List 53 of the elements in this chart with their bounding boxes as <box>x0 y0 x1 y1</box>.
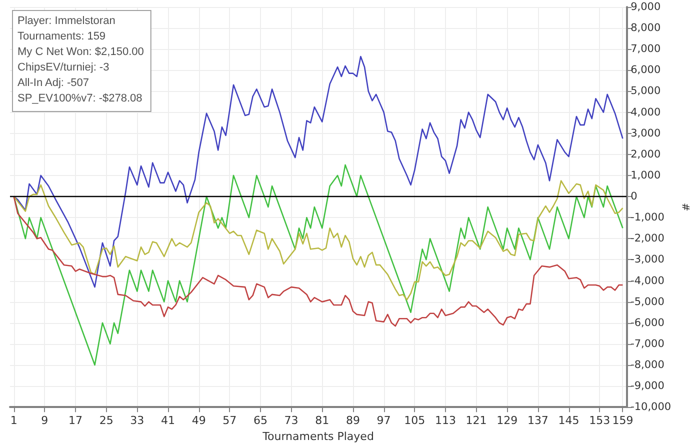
x-tick-label: 89 <box>346 414 360 428</box>
y-tick-label: -4,000 <box>630 274 664 287</box>
x-tick-label: 153 <box>589 414 610 428</box>
x-tick-label: 57 <box>222 414 237 428</box>
y-tick-label: 6,000 <box>630 64 661 76</box>
y-tick-label: 1,000 <box>630 169 661 182</box>
y-axis-title: # <box>682 202 692 212</box>
line-series <box>13 56 624 288</box>
x-tick-label: 9 <box>41 414 48 428</box>
x-tick-label: 41 <box>160 414 175 428</box>
y-tick-label: -3,000 <box>630 254 664 266</box>
line-series <box>13 164 624 366</box>
y-tick-label: 2,000 <box>630 148 661 160</box>
x-tick-label: 113 <box>434 414 456 428</box>
x-tick-label: 49 <box>192 414 206 428</box>
annotation: SP_EV100%v7: -$278.08 <box>18 92 142 104</box>
annotation: All-In Adj: -507 <box>18 77 90 89</box>
y-tick-label: -2,000 <box>630 232 664 245</box>
y-tick-label: -6,000 <box>630 316 664 329</box>
y-tick-label: 5,000 <box>630 85 661 98</box>
y-tick-label: 9,000 <box>630 1 661 13</box>
y-tick-label: -7,000 <box>630 338 664 350</box>
x-tick-label: 17 <box>68 414 83 428</box>
x-tick-label: 81 <box>315 414 330 428</box>
x-tick-label: 73 <box>284 414 298 428</box>
x-tick-label: 105 <box>404 414 426 428</box>
y-tick-label: -9,000 <box>630 380 664 392</box>
x-tick-label: 137 <box>527 414 548 428</box>
y-tick-label: 7,000 <box>630 43 661 56</box>
x-tick-label: 145 <box>558 414 580 428</box>
x-tick-label: 129 <box>496 414 518 428</box>
y-tick-label: 0 <box>630 190 638 203</box>
x-tick-label: 159 <box>612 414 634 428</box>
y-tick-label: -8,000 <box>630 358 664 371</box>
line-series <box>13 196 624 327</box>
y-tick-label: -1,000 <box>630 212 664 224</box>
line-series <box>13 180 624 300</box>
y-tick-label: 3,000 <box>630 127 661 140</box>
x-tick-label: 1 <box>10 414 18 428</box>
annotation: ChipsEV/turniej: -3 <box>18 62 110 74</box>
y-tick-label: -5,000 <box>630 296 664 308</box>
x-tick-label: 121 <box>466 414 487 428</box>
y-tick-label: 4,000 <box>630 106 661 118</box>
y-tick-label: -10,000 <box>630 401 672 414</box>
annotation: Tournaments: 159 <box>18 30 106 42</box>
x-tick-label: 97 <box>376 414 391 428</box>
annotation: Player: Immelstoran <box>18 15 116 27</box>
annotation: My C Net Won: $2,150.00 <box>18 46 144 58</box>
x-tick-label: 33 <box>130 414 144 428</box>
x-tick-label: 65 <box>253 414 268 428</box>
y-tick-label: 8,000 <box>630 22 661 34</box>
x-axis-title: Tournaments Played <box>262 430 374 443</box>
x-tick-label: 25 <box>99 414 114 428</box>
